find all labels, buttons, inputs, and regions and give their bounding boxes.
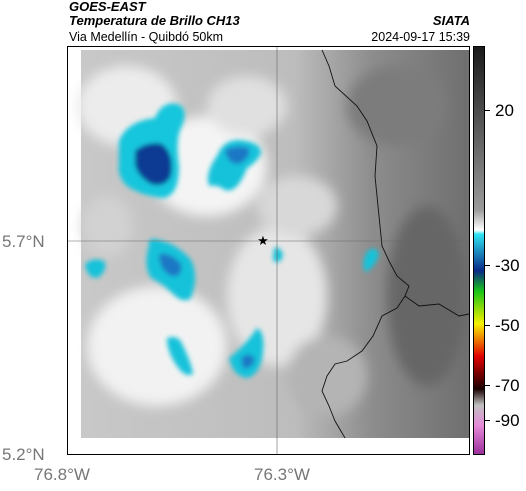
department-boundaries xyxy=(321,49,470,439)
colorbar-label: -70 xyxy=(495,376,520,395)
colorbar-tick xyxy=(485,265,490,266)
gridlines xyxy=(67,46,470,455)
colorbar-tick xyxy=(485,110,490,111)
satellite-name: GOES-EAST xyxy=(69,0,146,14)
longitude-label: 76.3°W xyxy=(254,465,310,484)
colorbar-label: 20 xyxy=(495,101,514,120)
organization-label: SIATA xyxy=(432,13,470,28)
colorbar-label: -30 xyxy=(495,256,520,275)
brightness-temperature-map: ★ xyxy=(67,46,470,455)
colorbar-label: -50 xyxy=(495,316,520,335)
longitude-label: 76.8°W xyxy=(34,465,90,484)
colorbar-tick xyxy=(485,420,490,421)
cold-cloud-tops xyxy=(85,103,379,378)
colorbar-label: -90 xyxy=(495,411,520,430)
latitude-label: 5.7°N xyxy=(2,232,45,251)
star-marker: ★ xyxy=(257,234,269,249)
colorbar-tick xyxy=(485,325,490,326)
product-title: Temperatura de Brillo CH13 xyxy=(69,13,240,28)
latitude-label: 5.2°N xyxy=(2,445,45,464)
map-subtitle: Via Medellín - Quibdó 50km xyxy=(69,30,224,44)
map-datetime: 2024-09-17 15:39 xyxy=(371,30,470,44)
colorbar-tick xyxy=(485,385,490,386)
colorbar xyxy=(473,46,485,455)
